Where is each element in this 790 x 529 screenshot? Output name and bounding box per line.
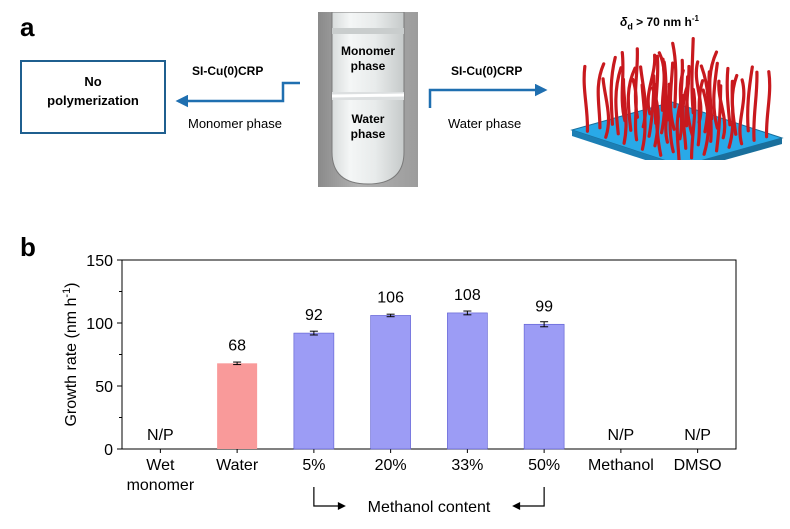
brush-chain bbox=[647, 74, 656, 138]
brush-growth-label: δd > 70 nm h-1 bbox=[620, 14, 699, 31]
bar bbox=[447, 312, 488, 450]
x-tick-label: 50% bbox=[528, 457, 560, 474]
brush-chain bbox=[727, 79, 735, 149]
brush-chain bbox=[717, 79, 727, 140]
y-tick-label: 100 bbox=[86, 316, 113, 333]
brush-chain bbox=[654, 82, 663, 157]
y-tick-label: 150 bbox=[86, 253, 113, 270]
brush-chain bbox=[764, 70, 772, 139]
not-polymerized-label: N/P bbox=[684, 427, 711, 444]
brush-chain bbox=[752, 70, 759, 142]
bar-value-label: 106 bbox=[377, 289, 404, 306]
substrate-side bbox=[572, 130, 664, 160]
panel-b-letter: b bbox=[20, 232, 36, 262]
no-polymerization-line1: No bbox=[84, 74, 102, 89]
bracket-left-arrowhead bbox=[337, 502, 346, 510]
bracket-right bbox=[514, 487, 545, 507]
plot-frame bbox=[121, 259, 737, 450]
brush-chain bbox=[614, 66, 623, 136]
x-tick-label: DMSO bbox=[674, 457, 722, 474]
right-arrow-sublabel: Water phase bbox=[448, 116, 522, 131]
x-tick-label: 5% bbox=[302, 457, 325, 474]
bar bbox=[370, 315, 411, 450]
bar bbox=[293, 332, 335, 450]
brush-chain bbox=[646, 53, 657, 116]
left-arrow-label: SI-Cu(0)CRP bbox=[192, 64, 264, 78]
brush-label-rest: > 70 nm h bbox=[632, 15, 692, 29]
bar bbox=[523, 323, 565, 450]
right-arrow-label: SI-Cu(0)CRP bbox=[451, 64, 523, 78]
bar-value-label: 99 bbox=[535, 298, 553, 315]
polymer-brush-illustration bbox=[570, 37, 784, 160]
brush-chain bbox=[596, 62, 606, 130]
brush-label-sup: -1 bbox=[691, 14, 699, 23]
brush-chain bbox=[725, 66, 732, 127]
panel-a-letter: a bbox=[20, 12, 35, 42]
brush-chain bbox=[621, 77, 628, 145]
brush-chain bbox=[626, 66, 637, 132]
brush-chain bbox=[675, 94, 685, 160]
not-polymerized-label: N/P bbox=[147, 427, 174, 444]
brush-chain bbox=[689, 87, 697, 160]
brush-chain bbox=[667, 82, 675, 154]
bar-value-label: 68 bbox=[228, 337, 246, 354]
brush-chain bbox=[699, 64, 710, 134]
not-polymerized-label: N/P bbox=[608, 427, 635, 444]
right-step-arrow bbox=[428, 83, 548, 108]
x-tick-label: Water bbox=[216, 457, 259, 474]
brush-chain bbox=[582, 64, 590, 133]
brush-chain bbox=[738, 78, 746, 146]
bracket-right-arrowhead bbox=[512, 502, 521, 510]
brush-chains bbox=[582, 37, 772, 160]
brush-chain bbox=[601, 77, 611, 139]
brush-chain bbox=[712, 61, 720, 130]
left-arrow-sublabel: Monomer phase bbox=[188, 116, 282, 131]
brush-label-delta: δ bbox=[620, 15, 628, 29]
vial-bottom-phase-line1: Water bbox=[351, 112, 385, 126]
brush-chain bbox=[746, 65, 754, 133]
brush-chain bbox=[631, 77, 639, 142]
left-step-arrow bbox=[175, 81, 300, 108]
brush-chain bbox=[714, 84, 723, 153]
x-tick-label: monomer bbox=[127, 477, 195, 494]
brush-chain bbox=[681, 82, 690, 150]
y-axis-label: Growth rate (nm h-1) bbox=[61, 282, 80, 426]
y-tick-label: 0 bbox=[104, 442, 113, 459]
brush-chain bbox=[640, 83, 647, 151]
brush-chain bbox=[671, 41, 678, 109]
vial-bottom-phase-line2: phase bbox=[350, 127, 386, 141]
vial-glass bbox=[331, 12, 405, 185]
y-tick-label: 50 bbox=[95, 379, 113, 396]
brush-chain bbox=[685, 75, 695, 137]
brush-chain bbox=[701, 88, 711, 156]
bar-value-label: 92 bbox=[305, 307, 323, 324]
x-tick-label: 20% bbox=[375, 457, 407, 474]
brush-chain bbox=[690, 37, 695, 115]
no-polymerization-line2: polymerization bbox=[47, 93, 139, 108]
brush-chain bbox=[609, 55, 617, 126]
bar-value-label: 108 bbox=[454, 287, 481, 304]
vial-photo: Monomer phase Water phase bbox=[318, 12, 418, 187]
x-tick-label: Methanol bbox=[588, 457, 654, 474]
vial-top-phase-line1: Monomer bbox=[341, 44, 395, 58]
brush-chain bbox=[707, 70, 713, 143]
bracket-left bbox=[313, 487, 344, 507]
growth-rate-bar-chart: 0 50 100 150 Growth rate (nm h-1) Wet monomer W… bbox=[61, 253, 737, 516]
methanol-content-label: Methanol content bbox=[368, 499, 491, 516]
brush-chain bbox=[696, 79, 705, 147]
brush-chain bbox=[659, 57, 667, 135]
brush-label-sub: d bbox=[627, 21, 633, 32]
panel-a-arrows bbox=[175, 81, 548, 108]
vial-top-phase-line2: phase bbox=[350, 59, 386, 73]
x-tick-label: Wet bbox=[146, 457, 175, 474]
bar bbox=[217, 363, 258, 449]
no-polymerization-box: No polymerization bbox=[20, 60, 166, 134]
x-tick-label: 33% bbox=[451, 457, 483, 474]
